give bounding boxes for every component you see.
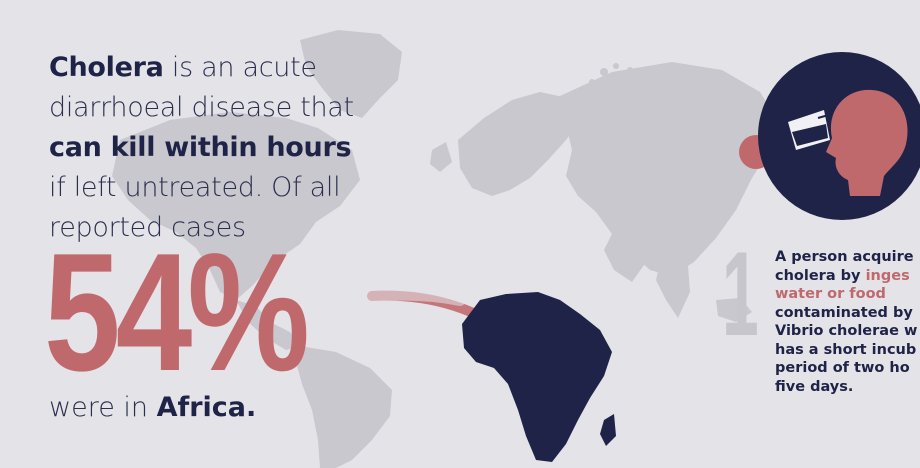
intro-line-2: diarrhoeal disease that — [49, 92, 354, 123]
outro-prefix: were in — [49, 392, 157, 423]
step-line-2: cholera by — [775, 267, 866, 284]
stat-percentage: 54% — [44, 218, 310, 406]
step-description: A person acquire cholera by inges water … — [775, 248, 920, 396]
intro-line-4: if left untreated. Of all — [49, 172, 341, 203]
outro-text: were in Africa. — [49, 388, 256, 428]
step-line-7: period of two ho — [775, 360, 910, 376]
step-line-5: Vibrio cholerae w — [775, 323, 918, 339]
step-line-4: contaminated by — [775, 304, 913, 321]
step-line-8: five days. — [775, 378, 854, 395]
step-highlight-1: inges — [865, 267, 910, 284]
intro-text: Cholera is an acute diarrhoeal disease t… — [49, 48, 379, 248]
intro-line-5: reported cases — [49, 212, 246, 243]
region-name: Africa. — [156, 392, 257, 423]
step-line-6: has a short incub — [775, 341, 917, 358]
africa-highlight-icon — [462, 292, 612, 462]
intro-line-1: is an acute — [163, 52, 317, 83]
step-line-1: A person acquire — [775, 249, 914, 265]
person-drinking-icon — [739, 52, 920, 220]
disease-name: Cholera — [49, 52, 164, 83]
intro-line-3: can kill within hours — [49, 132, 352, 163]
step-number: 1 — [722, 227, 759, 361]
step-highlight-2: water or food — [775, 286, 886, 302]
